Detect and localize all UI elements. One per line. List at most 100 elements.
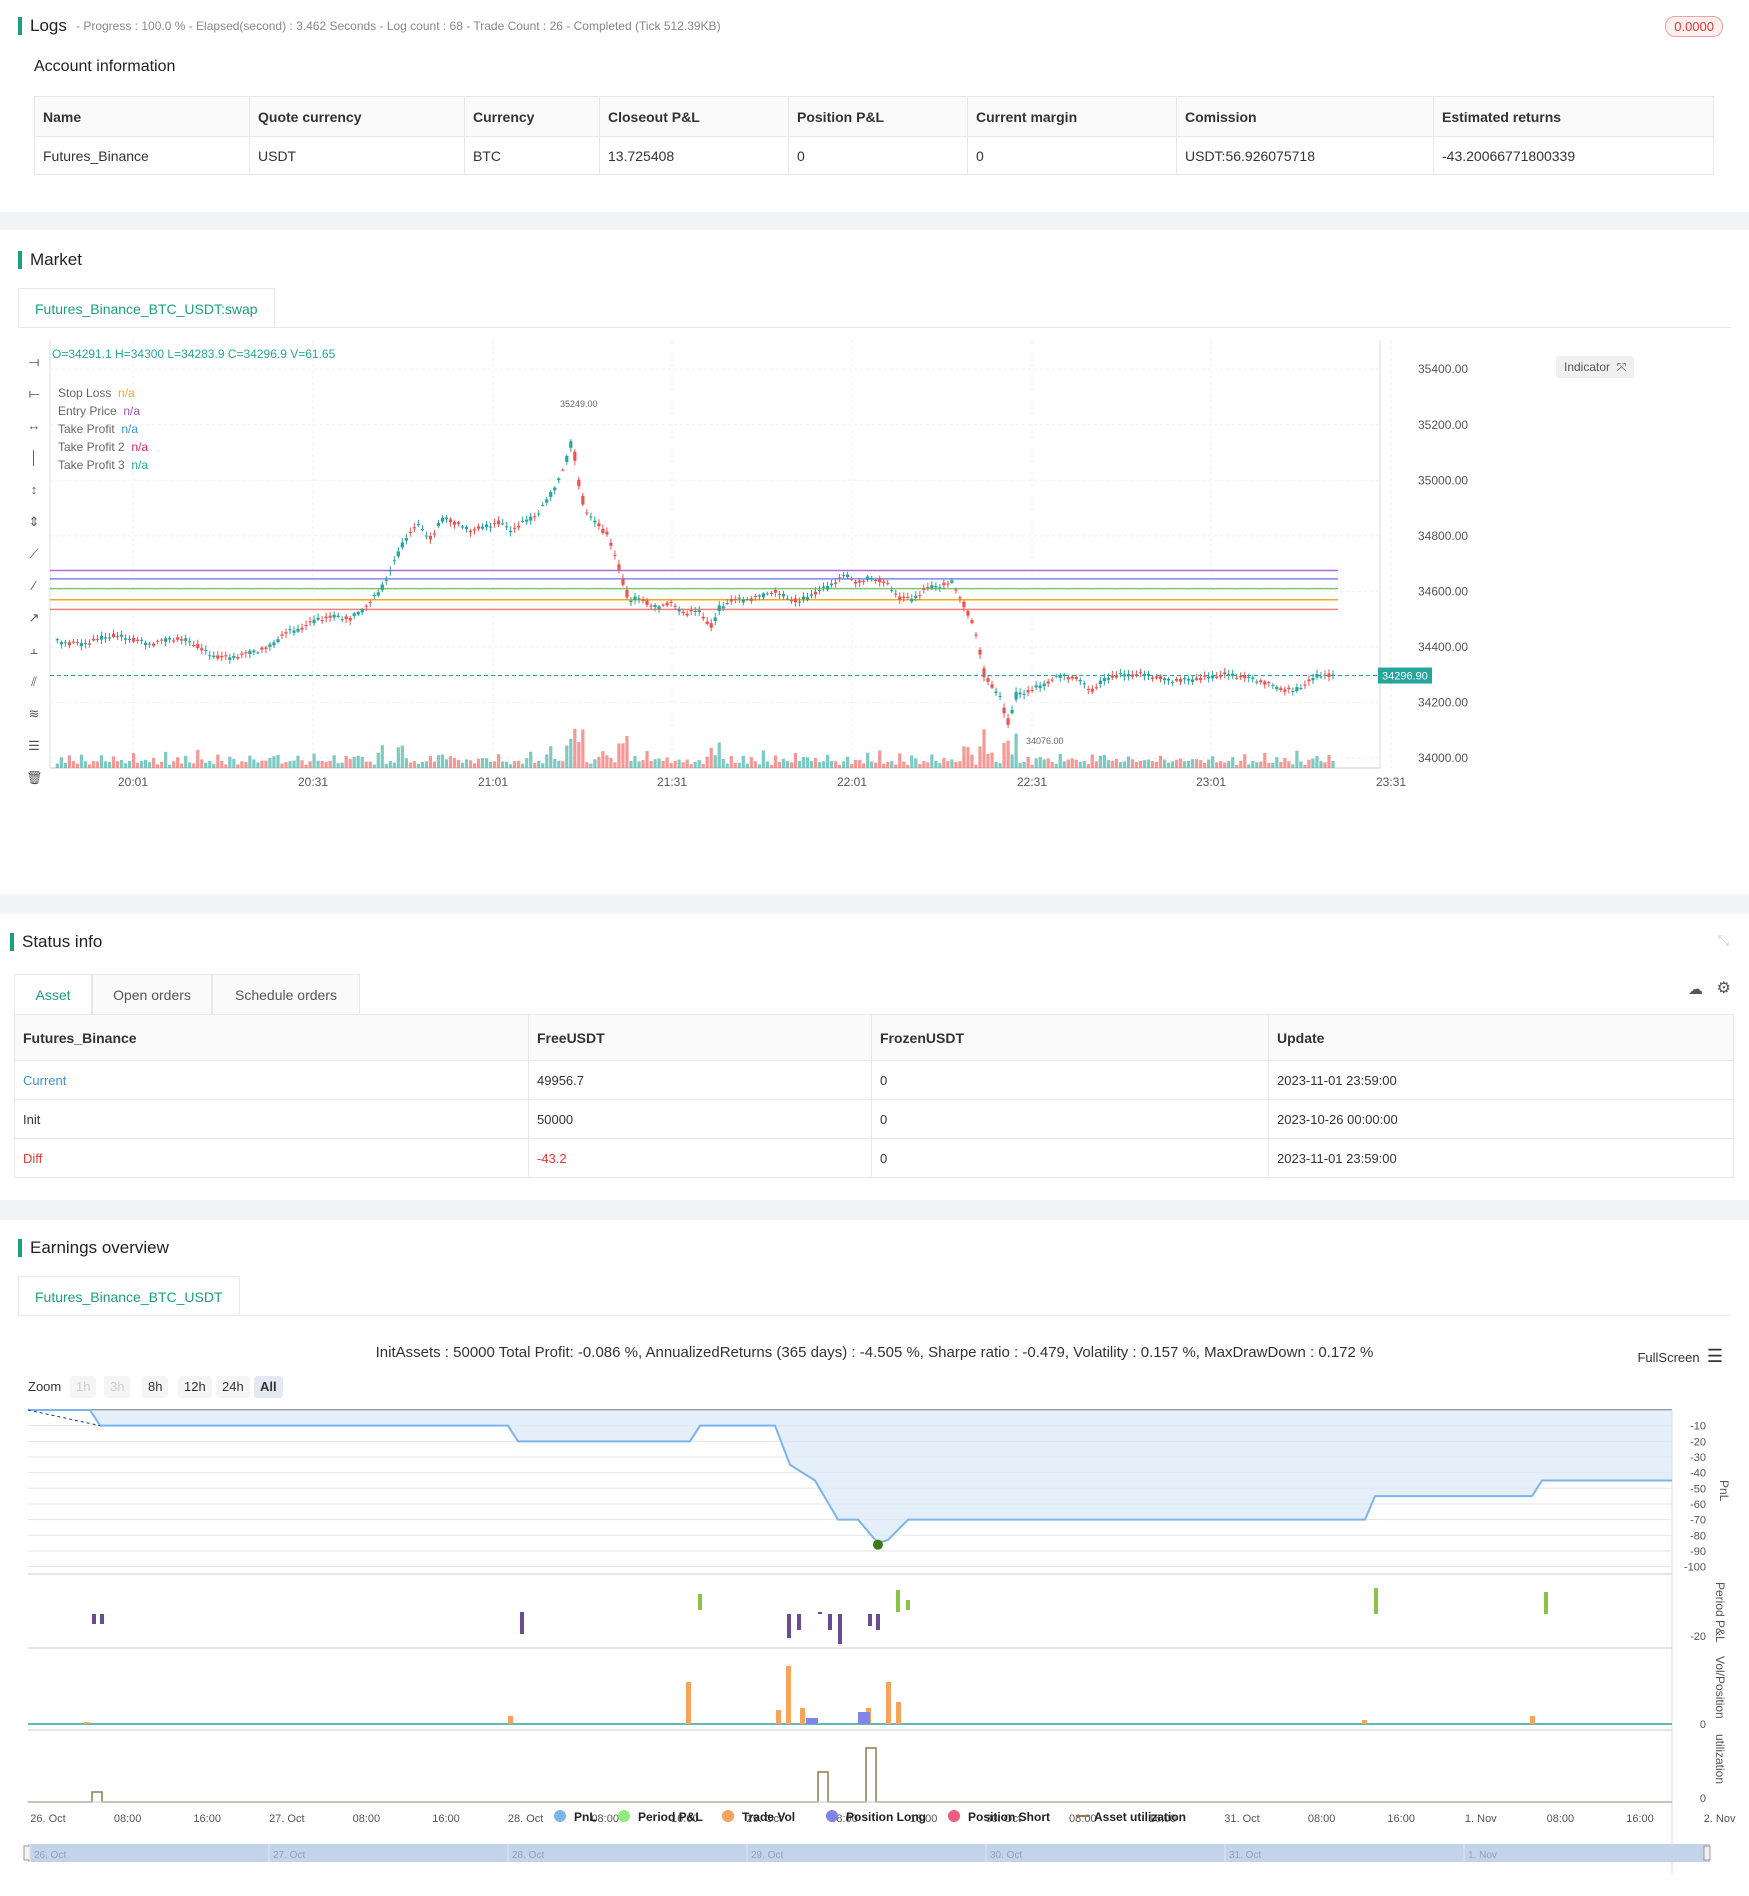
tab-asset[interactable]: Asset: [14, 974, 92, 1014]
volume-bar: [765, 761, 769, 768]
x-tick-label: 08:00: [353, 1813, 381, 1825]
candle-body: [300, 627, 304, 630]
candle-body: [685, 613, 689, 616]
candle-body: [958, 597, 962, 599]
volume-bar: [649, 761, 653, 768]
horizontal-ray-tool-icon[interactable]: ⟝: [28, 386, 40, 401]
zoom-all-button[interactable]: All: [254, 1376, 283, 1398]
ohlc-readout: O=34291.1 H=34300 L=34283.9 C=34296.9 V=…: [52, 347, 336, 361]
volume-bar: [472, 763, 477, 768]
volume-bar: [713, 755, 717, 768]
volume-bar: [452, 758, 457, 768]
arrow-line-tool-icon[interactable]: ↗: [28, 610, 40, 625]
candle-body: [1190, 679, 1195, 682]
candle-body: [252, 650, 256, 653]
candle-body: [581, 495, 585, 505]
candle-body: [260, 647, 264, 650]
earnings-chart[interactable]: -10 -20 -30 -40 -50 -60 -70 -80 -90 -100 PnL -20 Pe…: [0, 1404, 1749, 1884]
candle-body: [1203, 675, 1207, 677]
candle-body: [1078, 679, 1082, 682]
volume-bar: [1255, 762, 1259, 768]
candlestick-chart[interactable]: 35400.00 35200.00 35000.00 34800.00 34600.00…: [48, 340, 1748, 860]
volume-bar: [1122, 761, 1127, 768]
tab-schedule-orders[interactable]: Schedule orders: [212, 974, 360, 1014]
time-tick-label: 22:31: [1017, 775, 1047, 789]
candle-body: [272, 642, 276, 646]
candle-body: [127, 638, 132, 640]
volume-bar: [769, 764, 773, 768]
collapse-icon[interactable]: ⤡: [1717, 932, 1729, 948]
zoom-8h-button[interactable]: 8h: [142, 1376, 169, 1398]
cloud-download-icon[interactable]: ☁: [1688, 981, 1703, 998]
candle-body: [432, 533, 437, 535]
volume-bar: [192, 763, 196, 768]
horizontal-line-tool-icon[interactable]: ⟞: [28, 354, 40, 369]
volume-bar: [561, 761, 565, 768]
vertical-line-tool-icon[interactable]: │: [29, 450, 39, 465]
zoom-3h-button[interactable]: 3h: [104, 1376, 131, 1398]
candle-body: [854, 581, 858, 584]
zoom-1h-button[interactable]: 1h: [70, 1376, 97, 1398]
volume-bar: [1002, 742, 1006, 768]
navigator-track: [28, 1844, 1710, 1862]
fib-tool-icon[interactable]: ≋: [28, 706, 40, 721]
status-title-text: Status info: [22, 932, 103, 951]
col-frozen-usdt: FrozenUSDT: [871, 1014, 1269, 1061]
volume-bar: [59, 757, 63, 768]
volume-bar: [617, 743, 621, 768]
candle-body: [119, 634, 124, 637]
candle-body: [268, 644, 272, 647]
candle-body: [1287, 687, 1291, 690]
vertical-ray-tool-icon[interactable]: ⇕: [28, 514, 40, 529]
volume-bar: [107, 761, 112, 768]
candle-body: [208, 655, 212, 657]
candle-body: [649, 605, 653, 607]
row-label-current[interactable]: Current: [14, 1060, 529, 1100]
parallel-channel-tool-icon[interactable]: ⫽: [31, 674, 37, 689]
volume-bar: [228, 756, 232, 768]
volume-bar: [328, 760, 332, 768]
volume-bar: [629, 760, 633, 768]
trend-line-tool-icon[interactable]: ⟋: [29, 546, 39, 561]
trash-icon[interactable]: 🗑: [26, 770, 43, 785]
segment-tool-icon[interactable]: ↔: [27, 418, 41, 433]
volume-bar: [376, 752, 380, 768]
col-position-pnl: Position P&L: [788, 96, 968, 137]
volume-bar: [1251, 761, 1255, 768]
fullscreen-button[interactable]: FullScreen ☰: [1637, 1346, 1723, 1367]
candle-body: [870, 577, 874, 580]
candle-body: [729, 598, 733, 602]
price-tick-label: 34200.00: [1418, 695, 1468, 709]
price-line-tool-icon[interactable]: ⫠: [30, 642, 38, 657]
volume-bar: [1207, 759, 1211, 768]
volume-bar: [236, 764, 240, 768]
volume-bar: [432, 761, 437, 768]
volume-bar: [801, 757, 806, 768]
cell: 0: [871, 1060, 1269, 1100]
volume-bar: [870, 761, 874, 768]
candle-body: [1106, 677, 1110, 680]
tab-market-symbol[interactable]: Futures_Binance_BTC_USDT:swap: [18, 288, 275, 328]
zoom-12h-button[interactable]: 12h: [178, 1376, 212, 1398]
horizontal-lines-tool-icon[interactable]: ☰: [28, 738, 40, 753]
row-label-init: Init: [14, 1099, 529, 1139]
pnl-tick-label: -60: [1690, 1499, 1706, 1511]
vertical-segment-tool-icon[interactable]: ↕: [30, 482, 38, 497]
candle-body: [472, 529, 477, 531]
volume-bar: [1275, 757, 1279, 768]
indicator-button[interactable]: Indicator ⤧: [1556, 356, 1635, 378]
candle-body: [846, 574, 850, 578]
zoom-24h-button[interactable]: 24h: [216, 1376, 250, 1398]
volume-bar: [280, 763, 284, 768]
price-tick-label: 34600.00: [1418, 584, 1468, 598]
candle-body: [1074, 676, 1078, 680]
ray-line-tool-icon[interactable]: ⁄: [32, 578, 36, 593]
candle-body: [1275, 687, 1279, 690]
volume-bar: [1018, 762, 1022, 768]
cell: 49956.7: [528, 1060, 872, 1100]
tab-open-orders[interactable]: Open orders: [92, 974, 212, 1014]
gear-icon[interactable]: ⚙: [1716, 980, 1731, 997]
volume-bar: [1134, 761, 1139, 768]
tab-earnings-symbol[interactable]: Futures_Binance_BTC_USDT: [18, 1276, 240, 1316]
candle-body: [131, 637, 136, 642]
